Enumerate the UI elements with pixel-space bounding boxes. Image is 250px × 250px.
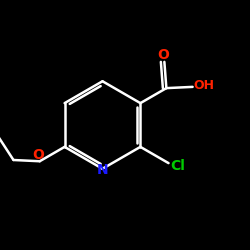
- Text: N: N: [97, 163, 108, 177]
- Text: OH: OH: [194, 79, 215, 92]
- Text: O: O: [32, 148, 44, 162]
- Text: Cl: Cl: [170, 159, 185, 173]
- Text: O: O: [157, 48, 169, 62]
